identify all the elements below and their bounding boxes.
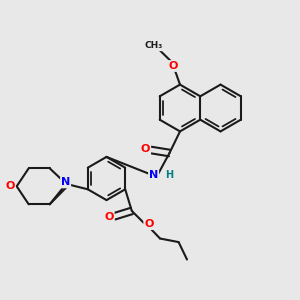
Text: O: O bbox=[104, 212, 114, 222]
Text: CH₃: CH₃ bbox=[145, 41, 163, 50]
Text: N: N bbox=[149, 169, 158, 180]
Text: O: O bbox=[141, 144, 150, 154]
Text: methoxy: methoxy bbox=[167, 39, 174, 40]
Text: H: H bbox=[165, 169, 173, 180]
Text: O: O bbox=[168, 61, 178, 71]
Text: N: N bbox=[61, 177, 70, 188]
Text: O: O bbox=[144, 219, 154, 229]
Text: O: O bbox=[5, 181, 15, 191]
